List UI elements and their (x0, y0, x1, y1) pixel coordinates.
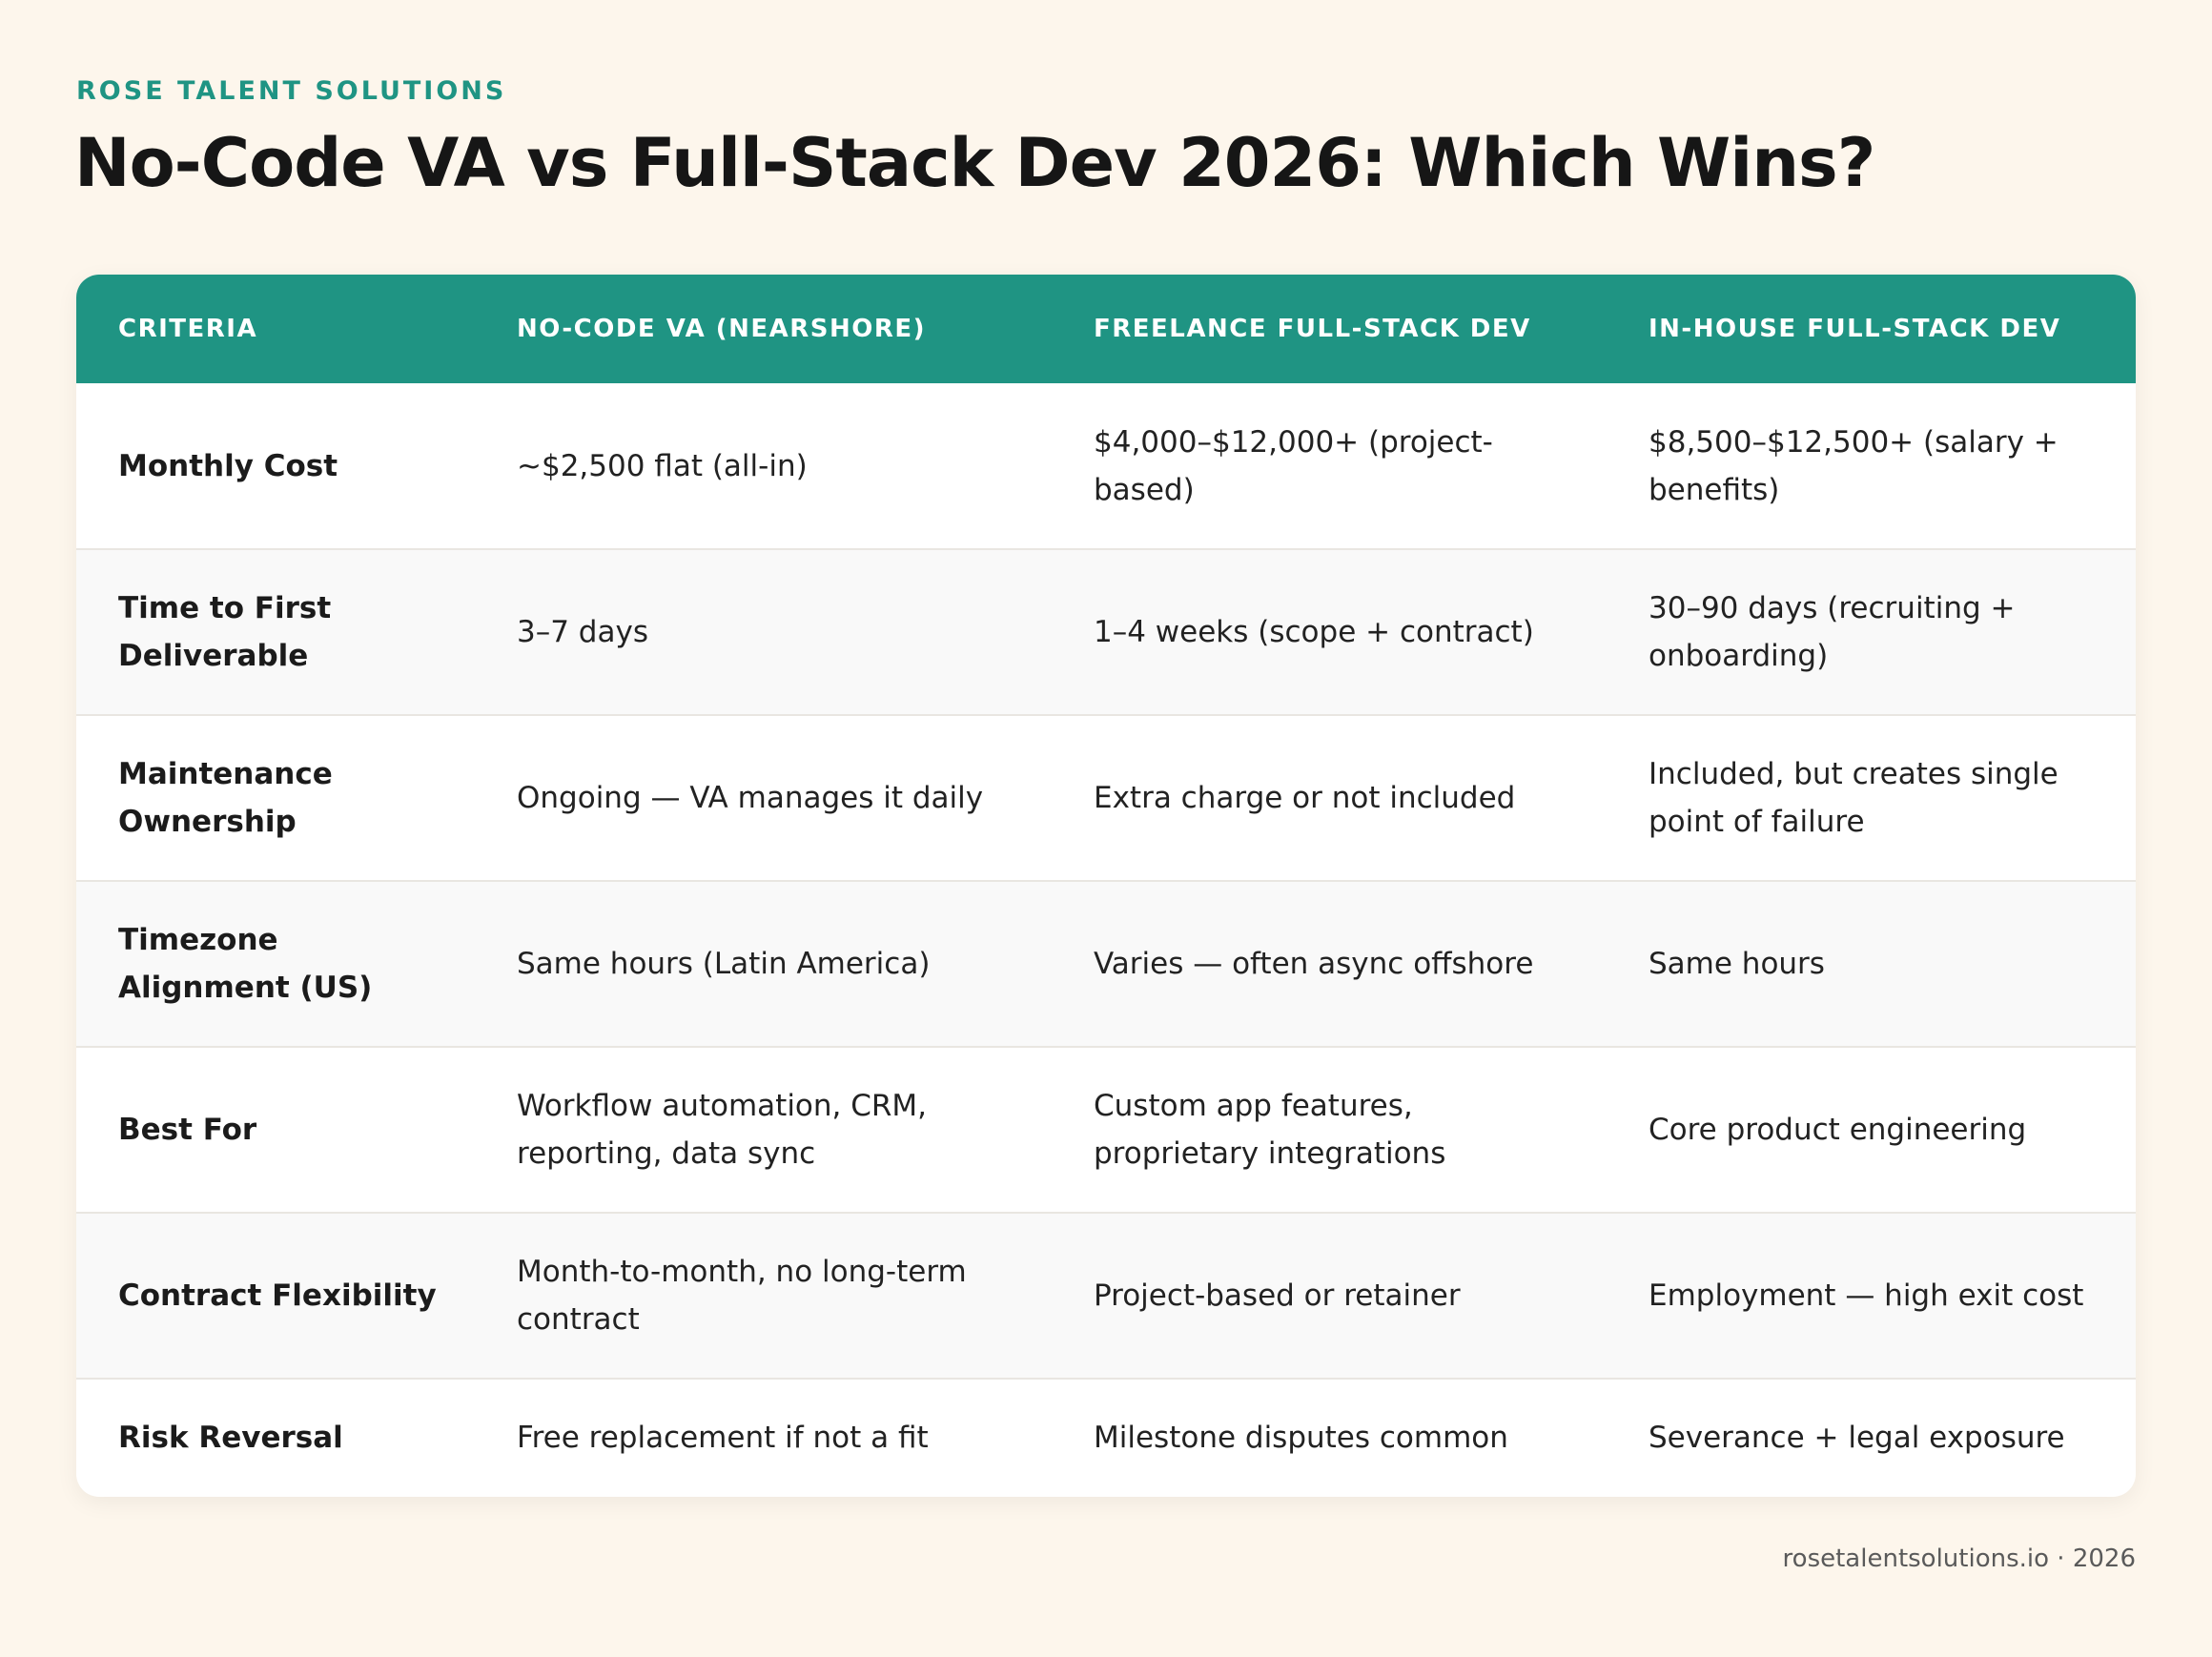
criteria-cell: Maintenance Ownership (118, 757, 333, 839)
criteria-cell: Timezone Alignment (US) (118, 923, 373, 1005)
freelance-dev-cell: Varies — often async offshore (1094, 947, 1534, 981)
in-house-dev-cell: $8,500–$12,500+ (salary + benefits) (1649, 424, 2058, 507)
criteria-cell: Time to First Deliverable (118, 591, 332, 673)
no-code-va-cell: Free replacement if not a fit (517, 1420, 929, 1455)
criteria-cell: Best For (118, 1113, 257, 1147)
header-no-code-va: NO-CODE VA (NEARSHORE) (517, 315, 927, 343)
table-row: Timezone Alignment (US) Same hours (Lati… (76, 881, 2136, 1047)
in-house-dev-cell: 30–90 days (recruiting + onboarding) (1649, 591, 2016, 673)
freelance-dev-cell: Custom app features, proprietary integra… (1094, 1089, 1446, 1171)
no-code-va-cell: 3–7 days (517, 615, 648, 649)
freelance-dev-cell: 1–4 weeks (scope + contract) (1094, 615, 1534, 649)
freelance-dev-cell: Project-based or retainer (1094, 1279, 1461, 1313)
no-code-va-cell: Month-to-month, no long-term contract (517, 1255, 967, 1337)
criteria-cell: Contract Flexibility (118, 1279, 437, 1313)
table-header-row: CRITERIA NO-CODE VA (NEARSHORE) FREELANC… (76, 275, 2136, 383)
no-code-va-cell: ~$2,500 flat (all-in) (517, 448, 808, 483)
comparison-table-card: CRITERIA NO-CODE VA (NEARSHORE) FREELANC… (76, 275, 2136, 1497)
freelance-dev-cell: Milestone disputes common (1094, 1420, 1508, 1455)
freelance-dev-cell: Extra charge or not included (1094, 781, 1516, 815)
table-row: Monthly Cost ~$2,500 flat (all-in) $4,00… (76, 383, 2136, 549)
header-criteria: CRITERIA (118, 315, 258, 343)
in-house-dev-cell: Employment — high exit cost (1649, 1279, 2084, 1313)
comparison-table: CRITERIA NO-CODE VA (NEARSHORE) FREELANC… (76, 275, 2136, 1495)
brand-label: ROSE TALENT SOLUTIONS (76, 76, 507, 106)
page-title: No-Code VA vs Full-Stack Dev 2026: Which… (74, 124, 1875, 202)
criteria-cell: Risk Reversal (118, 1420, 343, 1455)
table-row: Best For Workflow automation, CRM, repor… (76, 1047, 2136, 1213)
header-freelance-dev: FREELANCE FULL-STACK DEV (1094, 315, 1531, 343)
no-code-va-cell: Ongoing — VA manages it daily (517, 781, 984, 815)
footer-credit: rosetalentsolutions.io · 2026 (1782, 1544, 2136, 1573)
in-house-dev-cell: Severance + legal exposure (1649, 1420, 2065, 1455)
header-in-house-dev: IN-HOUSE FULL-STACK DEV (1649, 315, 2061, 343)
table-row: Risk Reversal Free replacement if not a … (76, 1379, 2136, 1495)
table-row: Maintenance Ownership Ongoing — VA manag… (76, 715, 2136, 881)
no-code-va-cell: Same hours (Latin America) (517, 947, 931, 981)
in-house-dev-cell: Core product engineering (1649, 1113, 2027, 1147)
no-code-va-cell: Workflow automation, CRM, reporting, dat… (517, 1089, 928, 1171)
in-house-dev-cell: Included, but creates single point of fa… (1649, 757, 2058, 839)
table-row: Time to First Deliverable 3–7 days 1–4 w… (76, 549, 2136, 715)
table-row: Contract Flexibility Month-to-month, no … (76, 1213, 2136, 1379)
in-house-dev-cell: Same hours (1649, 947, 1825, 981)
freelance-dev-cell: $4,000–$12,000+ (project-based) (1094, 424, 1493, 507)
criteria-cell: Monthly Cost (118, 448, 338, 483)
